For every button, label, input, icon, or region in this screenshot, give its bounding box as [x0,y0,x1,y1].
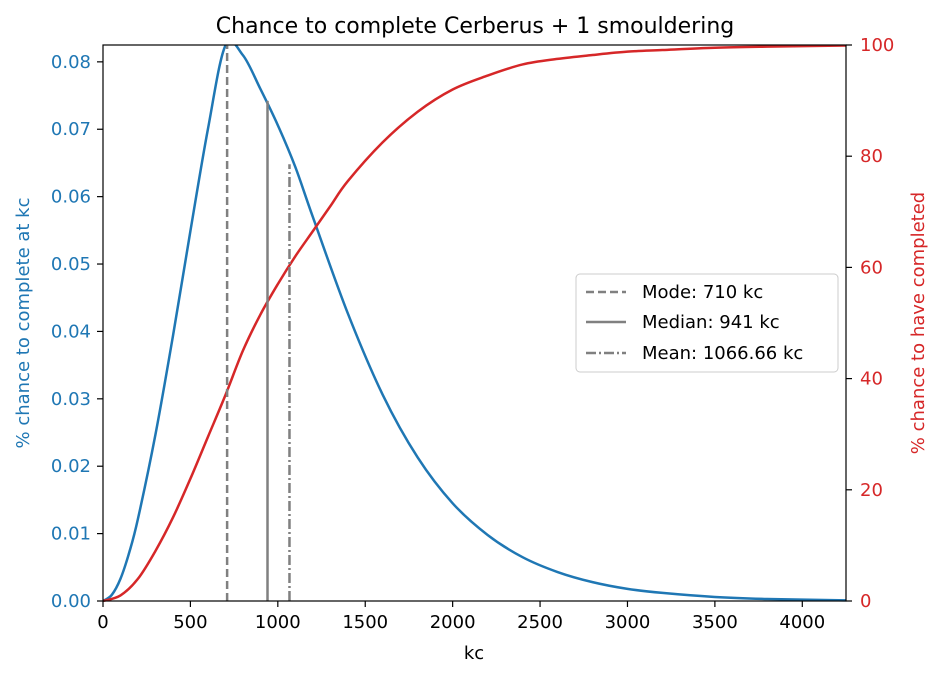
y-right-tick-label: 20 [860,480,883,501]
y-right-tick-label: 40 [860,369,883,390]
legend-label-mean: Mean: 1066.66 kc [642,343,803,364]
x-tick-label: 1500 [342,612,388,633]
y-axis-label-left: % chance to complete at kc [13,198,34,449]
y-left-tick-label: 0.08 [51,52,91,73]
x-tick-label: 2500 [517,612,563,633]
legend: Mode: 710 kc Median: 941 kc Mean: 1066.6… [575,273,839,373]
series-line-cdf [103,45,846,602]
x-tick-label: 1000 [255,612,301,633]
series-line-pdf [103,45,846,602]
y-left-tick-label: 0.03 [51,389,91,410]
x-tick-label: 500 [173,612,207,633]
y-right-tick-label: 60 [860,257,883,278]
y-right-tick-label: 0 [860,591,871,612]
y-left-tick-label: 0.04 [51,321,91,342]
y-left-tick-label: 0.02 [51,456,91,477]
y-left-tick-label: 0.07 [51,119,91,140]
x-axis-label: kc [464,643,484,664]
y-left-tick-label: 0.00 [51,591,91,612]
y-left-tick-label: 0.05 [51,254,91,275]
legend-label-median: Median: 941 kc [642,312,780,333]
x-tick-label: 2000 [430,612,476,633]
y-left-tick-label: 0.01 [51,524,91,545]
x-tick-label: 4000 [779,612,825,633]
chart-title: Chance to complete Cerberus + 1 smoulder… [216,14,734,39]
y-right-tick-label: 80 [860,146,883,167]
legend-box [575,273,839,373]
y-axis-label-right: % chance to have completed [908,192,929,454]
x-tick-label: 0 [97,612,108,633]
legend-label-mode: Mode: 710 kc [642,282,763,303]
y-left-tick-label: 0.06 [51,187,91,208]
y-right-tick-label: 100 [860,35,894,56]
plot-frame [102,44,847,602]
x-tick-label: 3000 [605,612,651,633]
x-tick-label: 3500 [692,612,738,633]
